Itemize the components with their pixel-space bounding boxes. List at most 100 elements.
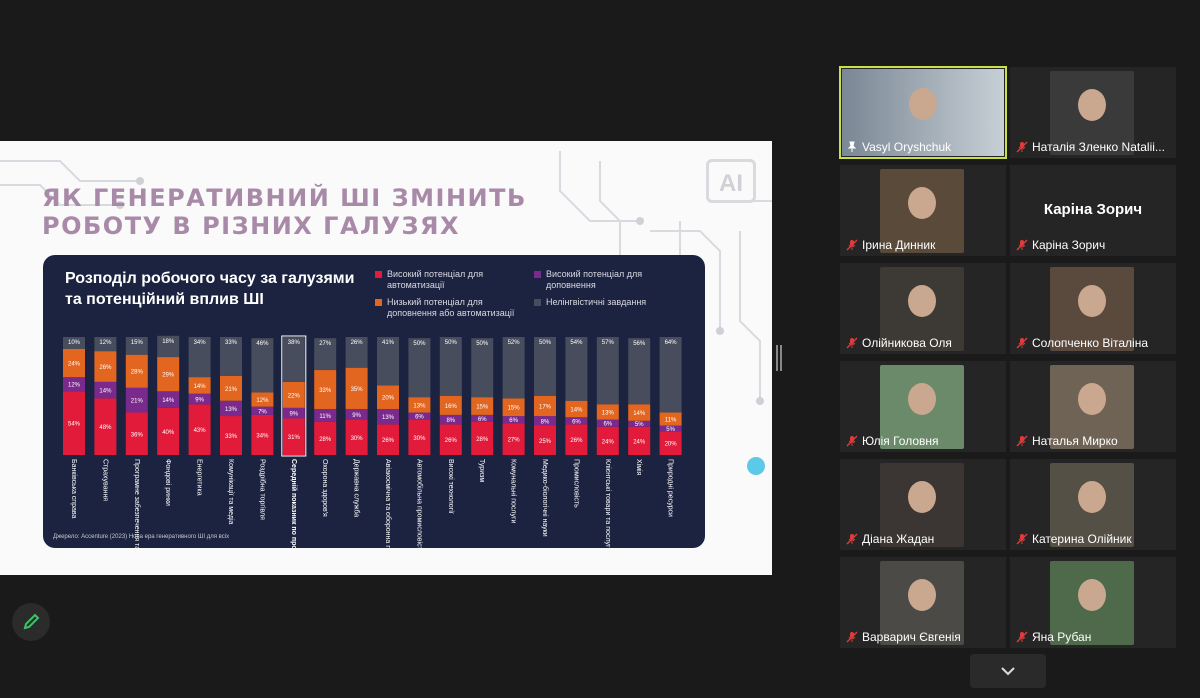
- data-label: 11%: [319, 414, 331, 420]
- bar-segment: [282, 418, 305, 455]
- bar-segment: [565, 400, 588, 418]
- participant-silhouette: [1078, 285, 1106, 318]
- data-label: 57%: [602, 340, 615, 346]
- bar-segment: [377, 424, 399, 455]
- mic-muted-icon: [846, 435, 858, 447]
- bar-segment: [157, 407, 180, 455]
- participant-video: [1050, 463, 1134, 547]
- data-label: 21%: [225, 387, 238, 393]
- participant-tile[interactable]: Vasyl Oryshchuk: [839, 66, 1007, 159]
- data-label: 27%: [508, 438, 521, 444]
- data-label: 31%: [288, 435, 301, 441]
- category-label: Програмне забезпечення та платформи: [133, 459, 141, 548]
- mic-muted-icon: [846, 337, 858, 349]
- category-label: Клієнтські товари та послуги: [604, 459, 612, 548]
- pointer-cursor-icon: [747, 457, 765, 475]
- data-label: 5%: [635, 422, 644, 428]
- data-label: 26%: [445, 438, 458, 444]
- participant-name: Ірина Динник: [846, 238, 935, 252]
- bar-segment: [314, 421, 337, 455]
- participant-tile[interactable]: Катерина Олійник: [1010, 459, 1176, 550]
- data-label: 33%: [225, 434, 238, 440]
- bar-segment: [220, 416, 242, 455]
- participant-silhouette: [908, 481, 936, 514]
- legend-label: Високий потенціал для доповнення: [546, 269, 643, 290]
- mic-muted-icon: [846, 239, 858, 251]
- data-label: 22%: [288, 393, 301, 399]
- data-label: 28%: [476, 437, 489, 443]
- data-label: 34%: [256, 433, 269, 439]
- category-label: Хімія: [635, 459, 643, 476]
- bar-segment: [534, 416, 556, 426]
- bar-segment: [282, 381, 305, 408]
- data-label: 38%: [288, 340, 301, 346]
- participant-tile[interactable]: Олійникова Оля: [840, 263, 1006, 354]
- participant-silhouette: [1078, 579, 1106, 612]
- data-label: 14%: [194, 384, 207, 390]
- bar-segment: [628, 426, 651, 455]
- participant-tile[interactable]: Наталія Зленко Natalii...: [1010, 67, 1176, 158]
- participant-tile[interactable]: Варварич Євгенія: [840, 557, 1006, 648]
- mic-muted-icon: [1016, 435, 1028, 447]
- bar-segment: [314, 408, 337, 422]
- mic-muted-icon: [846, 533, 858, 545]
- data-label: 50%: [539, 340, 552, 346]
- bar-segment: [251, 338, 274, 393]
- data-label: 7%: [258, 409, 267, 415]
- category-label: Фондові ринки: [164, 459, 172, 506]
- participant-video: [1050, 365, 1134, 449]
- participant-video: [880, 463, 964, 547]
- participant-silhouette: [1078, 89, 1106, 122]
- annotate-button[interactable]: [12, 603, 50, 641]
- bar-segment: [659, 431, 682, 455]
- participant-name-label: Наталья Мирко: [1032, 434, 1118, 448]
- data-label: 40%: [162, 430, 175, 436]
- participant-tile[interactable]: Діана Жадан: [840, 459, 1006, 550]
- bar-segment: [534, 396, 556, 417]
- data-label: 56%: [633, 341, 646, 347]
- data-label: 43%: [194, 428, 207, 434]
- bar-segment: [439, 414, 462, 425]
- participant-silhouette: [908, 285, 936, 318]
- chevron-down-icon: [1001, 667, 1015, 676]
- participant-silhouette: [908, 187, 936, 220]
- category-label: Авіакосмічна та оборонна промисловість: [384, 459, 392, 548]
- bar-segment: [408, 338, 431, 398]
- bar-segment: [282, 337, 305, 382]
- category-label: Середній показник по промисловості: [290, 459, 298, 548]
- panel-resize-handle[interactable]: [776, 345, 782, 371]
- participant-tile[interactable]: Ірина Динник: [840, 165, 1006, 256]
- data-label: 15%: [131, 340, 144, 346]
- bar-segment: [314, 370, 337, 409]
- data-label: 21%: [131, 399, 144, 405]
- legend-swatch: [534, 299, 541, 306]
- bar-segment: [188, 377, 211, 394]
- bar-segment: [220, 337, 242, 376]
- bar-segment: [471, 421, 494, 455]
- bar-segment: [596, 337, 619, 405]
- category-label: Промисловість: [572, 459, 580, 508]
- bar-segment: [345, 419, 368, 455]
- chart-card: 54% 12% 24% 10% Банківська справа 48% 14% 26% 12…: [43, 255, 705, 548]
- participant-name: Каріна Зорич: [1016, 238, 1105, 252]
- category-label: Медико-біологічні науки: [541, 459, 549, 537]
- participant-tile[interactable]: Юлія Головня: [840, 361, 1006, 452]
- participant-tile[interactable]: Каріна Зорич Каріна Зорич: [1010, 165, 1176, 256]
- participant-silhouette: [1078, 383, 1106, 416]
- bar-segment: [439, 424, 462, 455]
- bar-segment: [188, 393, 211, 405]
- bar-segment: [408, 397, 431, 413]
- category-label: Автомобільна промисловість: [415, 459, 423, 548]
- bar-segment: [63, 337, 85, 349]
- data-label: 6%: [572, 419, 581, 425]
- participant-name-label: Варварич Євгенія: [862, 630, 961, 644]
- data-label: 54%: [68, 422, 81, 428]
- participant-tile[interactable]: Солопченко Віталіна: [1010, 263, 1176, 354]
- participant-tile[interactable]: Наталья Мирко: [1010, 361, 1176, 452]
- data-label: 9%: [195, 397, 204, 403]
- gallery-next-button[interactable]: [970, 654, 1046, 688]
- bar-segment: [471, 397, 494, 415]
- data-label: 8%: [446, 418, 455, 424]
- participant-tile[interactable]: Яна Рубан: [1010, 557, 1176, 648]
- participant-name-label: Ірина Динник: [862, 238, 936, 252]
